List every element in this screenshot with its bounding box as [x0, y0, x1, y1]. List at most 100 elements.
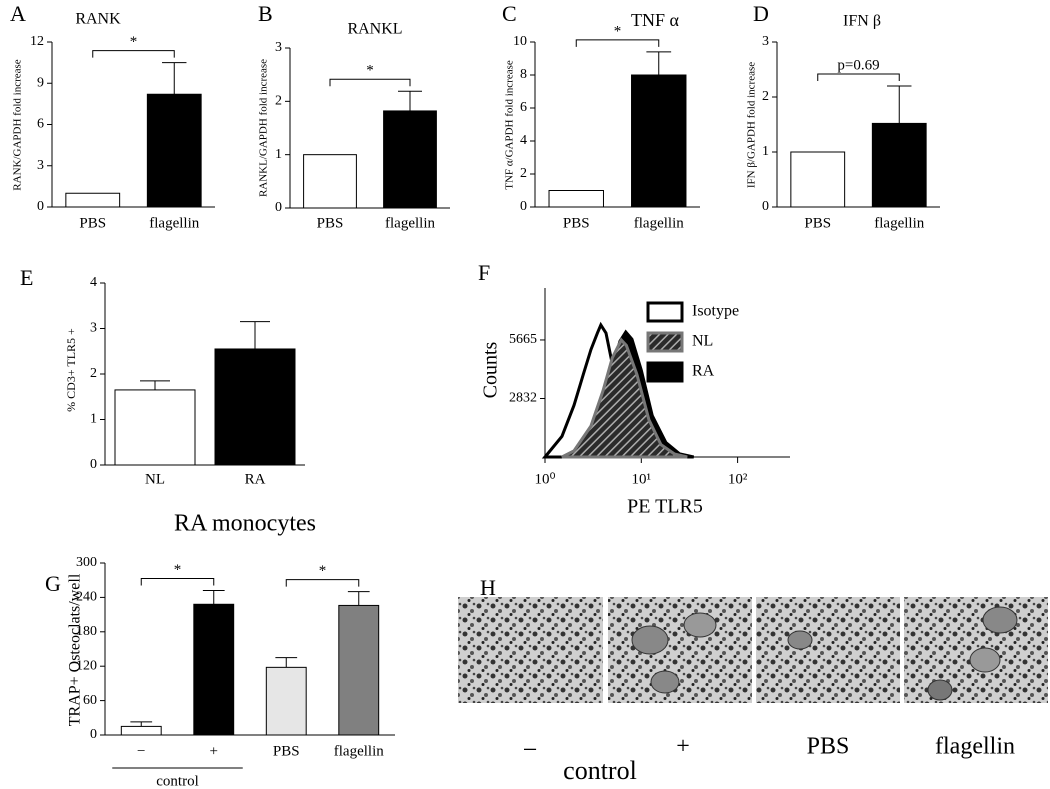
y-tick-label: 0	[90, 457, 97, 472]
y-tick-label: 180	[76, 624, 97, 639]
error-bar	[140, 380, 170, 390]
y-tick-label: 0	[520, 199, 527, 214]
panel-letter: F	[478, 260, 490, 285]
y-tick-label: 5665	[509, 332, 537, 347]
error-bar	[275, 657, 298, 668]
y-tick-label: 6	[37, 117, 44, 132]
y-tick-label: 1	[275, 147, 282, 162]
y-tick-label: 3	[90, 321, 97, 336]
image-label: +	[676, 734, 690, 760]
significance-label: *	[319, 563, 327, 579]
panel-letter: G	[45, 571, 61, 596]
bar	[114, 389, 196, 466]
bar	[303, 154, 357, 209]
legend-swatch	[646, 301, 684, 323]
x-tick-label: PBS	[804, 215, 831, 231]
bar	[265, 666, 307, 736]
y-tick-label: 2	[520, 166, 527, 181]
y-tick-label: 6	[520, 100, 527, 115]
y-tick-label: 12	[30, 34, 44, 49]
y-axis-label: % CD3+ TLR5 +	[64, 328, 78, 412]
error-bar	[240, 321, 270, 349]
panel-letter: E	[20, 265, 33, 290]
y-tick-label: 4	[90, 275, 97, 290]
legend-label: NL	[692, 333, 713, 350]
panel-letter: H	[480, 575, 496, 600]
osteoclast	[650, 670, 680, 694]
bar	[548, 190, 604, 208]
error-bar	[162, 62, 187, 95]
y-tick-label: 2	[762, 89, 769, 104]
x-tick-label: PBS	[273, 743, 300, 759]
image-label: −	[523, 735, 538, 764]
y-tick-label: 0	[762, 199, 769, 214]
x-tick-label: PBS	[563, 215, 590, 231]
legend-label: Isotype	[692, 303, 739, 320]
y-axis-label: IFN β/GAPDH fold increase	[746, 62, 758, 188]
x-tick-label: flagellin	[385, 215, 435, 231]
x-tick-label: 10¹	[632, 471, 652, 487]
micrograph	[458, 597, 603, 703]
x-tick-label: 10²	[728, 471, 748, 487]
osteoclast	[631, 625, 669, 655]
y-axis-label: Counts	[480, 341, 502, 398]
y-tick-label: 8	[520, 67, 527, 82]
y-axis-label: RANKL/GAPDH fold increase	[258, 59, 270, 197]
panel-letter: B	[258, 1, 273, 26]
chart-title: IFN β	[843, 13, 881, 30]
y-tick-label: 0	[275, 200, 282, 215]
y-tick-label: 60	[83, 693, 97, 708]
error-bar	[887, 85, 912, 124]
osteoclast	[969, 647, 1001, 673]
bar	[214, 348, 296, 466]
bar	[146, 93, 202, 208]
significance-label: p=0.69	[837, 57, 879, 73]
x-tick-label: flagellin	[149, 215, 199, 231]
significance-label: *	[174, 562, 182, 578]
y-axis-label: TRAP+ Osteoclats/well	[67, 573, 84, 726]
significance-bracket	[329, 78, 411, 87]
significance-bracket	[817, 73, 900, 81]
x-tick-label: PBS	[317, 215, 344, 231]
significance-bracket	[140, 578, 215, 586]
bar	[65, 192, 121, 208]
y-tick-label: 120	[76, 658, 97, 673]
panel-letter: C	[502, 1, 517, 26]
image-label: flagellin	[935, 734, 1015, 760]
chart-title: RA monocytes	[174, 511, 316, 537]
x-tick-label: flagellin	[634, 215, 684, 231]
y-tick-label: 240	[76, 590, 97, 605]
y-axis-label: TNF α/GAPDH fold increase	[504, 60, 516, 190]
error-bar	[646, 51, 672, 75]
chart-title: RANK	[75, 11, 121, 28]
panel-letter: D	[753, 1, 769, 26]
osteoclast	[683, 612, 717, 638]
x-axis-label: PE TLR5	[627, 496, 703, 518]
bar	[338, 604, 380, 736]
micrograph	[608, 597, 752, 703]
y-tick-label: 3	[37, 158, 44, 173]
significance-label: *	[130, 34, 138, 50]
bar	[871, 122, 927, 208]
error-bar	[347, 591, 370, 606]
bar	[790, 151, 846, 208]
x-tick-label: NL	[145, 471, 165, 487]
y-tick-label: 3	[275, 40, 282, 55]
panel-letter: A	[10, 1, 26, 26]
bar	[193, 603, 235, 736]
group-label: control	[563, 756, 637, 785]
significance-bracket	[285, 579, 360, 587]
bar	[383, 110, 437, 209]
osteoclast	[787, 630, 813, 650]
chart-title: RANKL	[347, 21, 402, 38]
group-label: control	[156, 773, 199, 789]
significance-bracket	[575, 39, 660, 47]
osteoclast	[982, 606, 1018, 634]
significance-bracket	[92, 50, 175, 58]
histogram-area	[561, 337, 688, 459]
y-tick-label: 10	[513, 34, 527, 49]
micrographs	[458, 597, 1048, 703]
x-tick-label: flagellin	[334, 743, 384, 759]
y-axis-label: RANK/GAPDH fold increase	[12, 59, 24, 190]
